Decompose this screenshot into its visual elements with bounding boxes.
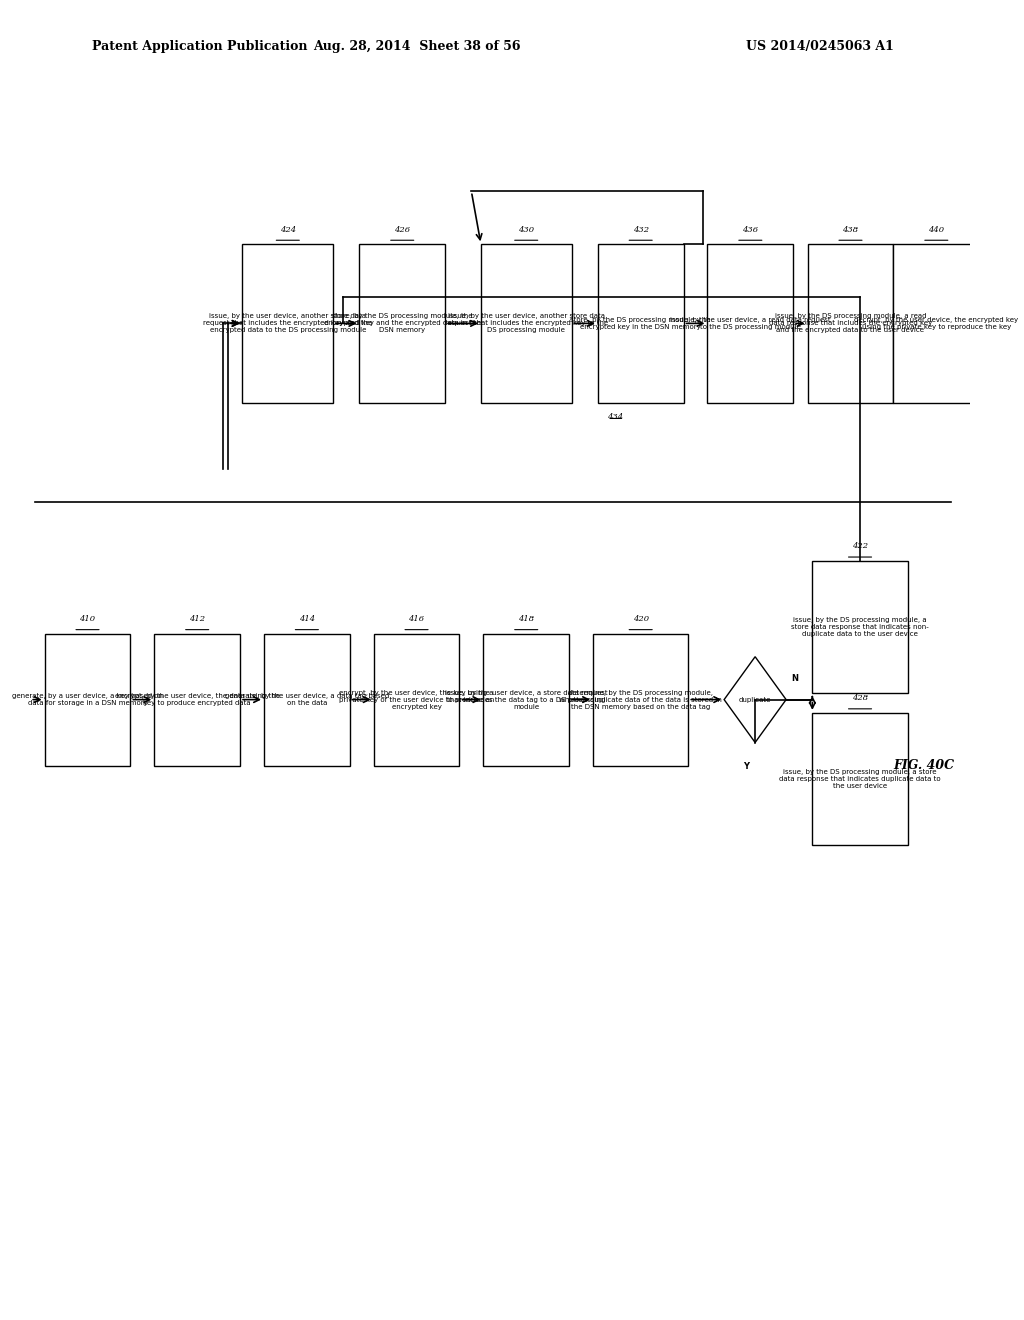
Text: 430: 430 (518, 226, 535, 234)
FancyBboxPatch shape (812, 561, 907, 693)
FancyBboxPatch shape (812, 713, 907, 845)
Polygon shape (724, 657, 786, 742)
FancyBboxPatch shape (359, 244, 445, 403)
FancyBboxPatch shape (708, 244, 794, 403)
Text: 420: 420 (633, 615, 649, 623)
FancyBboxPatch shape (155, 634, 240, 766)
Text: 440: 440 (929, 226, 944, 234)
Text: determine, by the DS processing module,
whether duplicate data of the data is st: determine, by the DS processing module, … (559, 689, 722, 710)
Text: store, by the DS processing module, the
encrypted key in the DSN memory: store, by the DS processing module, the … (570, 317, 711, 330)
FancyBboxPatch shape (481, 244, 571, 403)
Text: issue, by the user device, a read data request
to the DS processing module: issue, by the user device, a read data r… (670, 317, 830, 330)
Text: 416: 416 (409, 615, 425, 623)
Text: 428: 428 (852, 694, 868, 702)
FancyBboxPatch shape (264, 634, 350, 766)
FancyBboxPatch shape (45, 634, 130, 766)
Text: N: N (791, 673, 798, 682)
Text: generate, by the user device, a data tag based
on the data: generate, by the user device, a data tag… (224, 693, 389, 706)
FancyBboxPatch shape (598, 244, 684, 403)
Text: 418: 418 (518, 615, 535, 623)
Text: duplicate: duplicate (739, 697, 771, 702)
Text: issue, by the user device, another store data
request that includes the encrypte: issue, by the user device, another store… (444, 313, 608, 334)
FancyBboxPatch shape (593, 634, 688, 766)
FancyBboxPatch shape (893, 244, 979, 403)
Text: issue, by the user device, a store data request
that includes the data tag to a : issue, by the user device, a store data … (444, 689, 607, 710)
Text: US 2014/0245063 A1: US 2014/0245063 A1 (745, 40, 893, 53)
Text: 426: 426 (394, 226, 411, 234)
FancyBboxPatch shape (374, 634, 460, 766)
Text: issue, by the DS processing module, a
store data response that indicates non-
du: issue, by the DS processing module, a st… (792, 616, 929, 638)
Text: 412: 412 (189, 615, 205, 623)
Text: decrypt, by the user device, the encrypted key
using the private key to reproduc: decrypt, by the user device, the encrypt… (854, 317, 1019, 330)
Text: 432: 432 (633, 226, 649, 234)
Text: Aug. 28, 2014  Sheet 38 of 56: Aug. 28, 2014 Sheet 38 of 56 (312, 40, 520, 53)
Text: 438: 438 (843, 226, 858, 234)
Text: encrypt, by the user device, the data using the
key to produce encrypted data: encrypt, by the user device, the data us… (115, 693, 280, 706)
Text: issue, by the DS processing module, a store
data response that indicates duplica: issue, by the DS processing module, a st… (779, 768, 941, 789)
FancyBboxPatch shape (483, 634, 569, 766)
Text: store, by the DS processing module, the
encrypted key and the encrypted data in : store, by the DS processing module, the … (324, 313, 480, 334)
Text: 422: 422 (852, 543, 868, 550)
Text: 434: 434 (607, 413, 624, 421)
Text: 414: 414 (299, 615, 315, 623)
Text: Patent Application Publication: Patent Application Publication (92, 40, 308, 53)
FancyBboxPatch shape (243, 244, 333, 403)
Text: 424: 424 (280, 226, 296, 234)
Text: generate, by a user device, a key based on
data for storage in a DSN memory: generate, by a user device, a key based … (12, 693, 163, 706)
FancyBboxPatch shape (808, 244, 893, 403)
Text: 410: 410 (80, 615, 95, 623)
Text: Y: Y (742, 763, 749, 771)
Text: 436: 436 (742, 226, 759, 234)
Text: encrypt, by the user device, the key using a
private key of the user device to p: encrypt, by the user device, the key usi… (339, 689, 495, 710)
Text: issue, by the user device, another store data
request that includes the encrypte: issue, by the user device, another store… (203, 313, 373, 334)
Text: issue, by the DS processing module, a read
data response that includes the encry: issue, by the DS processing module, a re… (769, 313, 932, 334)
Text: FIG. 40C: FIG. 40C (893, 759, 954, 772)
